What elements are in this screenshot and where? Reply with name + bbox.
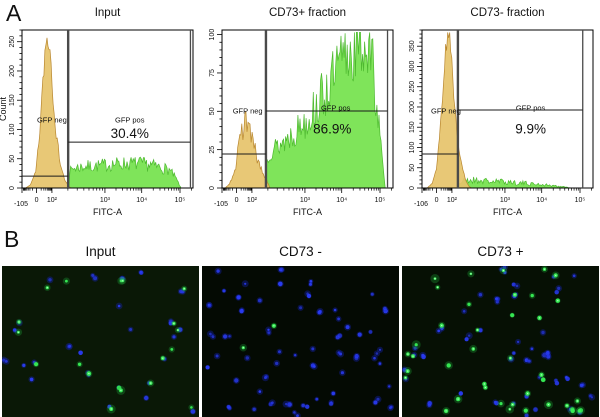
x-axis-title: FITC-A: [93, 207, 122, 217]
y-tick-label: 50: [409, 164, 416, 172]
micrograph-label-cd73-neg: CD73 -: [279, 244, 322, 259]
flow-plot-cd73-neg: CD73- fraction 0 50 100 150 200 250 300 350 -106…: [400, 0, 600, 228]
y-axis-title: Count: [0, 97, 8, 122]
micrograph-label-cd73-pos: CD73 +: [477, 244, 524, 259]
plot-title: Input: [94, 7, 121, 19]
plot-frame: [421, 29, 594, 189]
flow-histogram-cd73-pos: 0 25 50 75 100 -105 0 10² 10³ 10⁴ 10⁵ FITC-A GFP neg…: [209, 29, 394, 217]
y-tick-label: 100: [409, 142, 416, 154]
x-tick-label: 10³: [500, 197, 511, 204]
green-cells: [14, 277, 195, 414]
x-tick-label: 0: [35, 197, 39, 204]
x-tick-label: 0: [235, 197, 239, 204]
gates: GFP neg GFP pos 9.9%: [422, 30, 584, 188]
y-tick-label: 250: [409, 81, 416, 93]
x-tick-label: -105: [214, 201, 228, 208]
flow-histogram-cd73-neg: 0 50 100 150 200 250 300 350 -106 0 10² 10³ 10⁴ 10⁵ FI…: [409, 29, 594, 217]
y-tick-label: 100: [9, 124, 16, 136]
y-tick-label: 200: [9, 65, 16, 77]
flow-histogram-input: 0 50 100 150 200 250 Count -105 0 10² 10³ 10⁴ 10⁵ FIT…: [0, 29, 194, 217]
series-gfp-neg: [24, 37, 72, 189]
series-gfp-pos: [265, 32, 386, 189]
y-axis: 0 50 100 150 200 250 300 350: [409, 29, 422, 190]
x-tick-label: 10⁴: [536, 197, 547, 204]
series-gfp-pos: [68, 156, 182, 189]
y-axis: 0 50 100 150 200 250 Count: [0, 29, 22, 190]
gfp-pos-label: GFP pos: [516, 103, 546, 112]
micrograph-cd73-neg: [202, 266, 399, 417]
panel-a-label: A: [6, 0, 22, 26]
panel-b-label: B: [4, 226, 20, 252]
x-axis-title: FITC-A: [493, 207, 522, 217]
series-gfp-neg: [426, 32, 472, 189]
y-tick-label: 300: [409, 61, 416, 73]
x-axis: -105 0 10² 10³ 10⁴ 10⁵ FITC-A: [214, 188, 392, 217]
green-cells: [402, 266, 585, 416]
plot-frame: [21, 29, 194, 189]
series-gfp-pos: [457, 176, 571, 189]
micrograph-label-input: Input: [85, 244, 116, 259]
micrograph-cd73-pos: [402, 266, 599, 417]
micrograph-background: [202, 266, 399, 417]
plot-title: CD73- fraction: [470, 7, 545, 19]
x-tick-label: 10²: [47, 197, 58, 204]
y-tick-label: 50: [209, 107, 216, 115]
gfp-neg-label: GFP neg: [233, 107, 263, 116]
gfp-pos-label: GFP pos: [115, 115, 145, 124]
y-tick-label: 350: [409, 40, 416, 52]
y-tick-label: 150: [9, 94, 16, 106]
gfp-pos-label: GFP pos: [321, 103, 351, 112]
gates: GFP neg GFP pos 30.4%: [22, 30, 192, 188]
flow-plot-cd73-pos: CD73+ fraction 0 25 50 75 100 -105 0 10² 10³ 10⁴ 1…: [200, 0, 400, 228]
micrograph-background: [2, 266, 199, 417]
y-tick-label: 50: [9, 155, 16, 163]
x-tick-label: 10⁵: [375, 197, 386, 204]
y-tick-label: 75: [209, 69, 216, 77]
y-tick-label: 250: [9, 36, 16, 48]
y-tick-label: 0: [409, 186, 416, 190]
gfp-neg-label: GFP neg: [431, 107, 461, 116]
x-axis: -106 0 10² 10³ 10⁴ 10⁵ FITC-A: [414, 188, 592, 217]
flow-plot-input: Input 0 50 100 150 200 250 Count -105 0 10² 10³ 10⁴…: [0, 0, 200, 228]
x-tick-label: 10⁵: [175, 197, 186, 204]
x-tick-label: 10²: [447, 197, 458, 204]
x-tick-label: 0: [435, 197, 439, 204]
y-tick-label: 100: [209, 29, 216, 41]
gfp-pos-percent: 86.9%: [313, 121, 351, 136]
plot-title: CD73+ fraction: [268, 7, 347, 19]
x-tick-label: 10³: [300, 197, 311, 204]
x-tick-label: -106: [414, 201, 428, 208]
y-tick-label: 0: [209, 186, 216, 190]
micrograph-background: [402, 266, 599, 417]
plot-frame: [221, 29, 394, 189]
x-tick-label: 10²: [247, 197, 258, 204]
y-tick-label: 200: [409, 101, 416, 113]
series-gfp-neg: [224, 110, 271, 189]
gfp-neg-label: GFP neg: [37, 115, 67, 124]
micrograph-input: [2, 266, 199, 417]
gates: GFP neg GFP pos 86.9%: [222, 30, 389, 188]
x-tick-label: -105: [14, 201, 28, 208]
y-tick-label: 0: [9, 186, 16, 190]
x-tick-label: 10³: [100, 197, 111, 204]
blue-nuclei: [205, 266, 395, 417]
green-cells: [239, 322, 278, 352]
gfp-pos-percent: 9.9%: [515, 121, 546, 136]
histogram-series: [224, 32, 386, 189]
histogram-series: [24, 37, 182, 189]
x-tick-label: 10⁴: [136, 197, 147, 204]
x-axis: -105 0 10² 10³ 10⁴ 10⁵ FITC-A: [14, 188, 192, 217]
histogram-series: [426, 32, 571, 189]
y-axis: 0 25 50 75 100: [209, 29, 222, 190]
x-tick-label: 10⁴: [336, 197, 347, 204]
x-axis-title: FITC-A: [293, 207, 322, 217]
x-tick-label: 10⁵: [575, 197, 586, 204]
gfp-pos-percent: 30.4%: [111, 126, 149, 141]
y-tick-label: 150: [409, 121, 416, 133]
y-tick-label: 25: [209, 146, 216, 154]
